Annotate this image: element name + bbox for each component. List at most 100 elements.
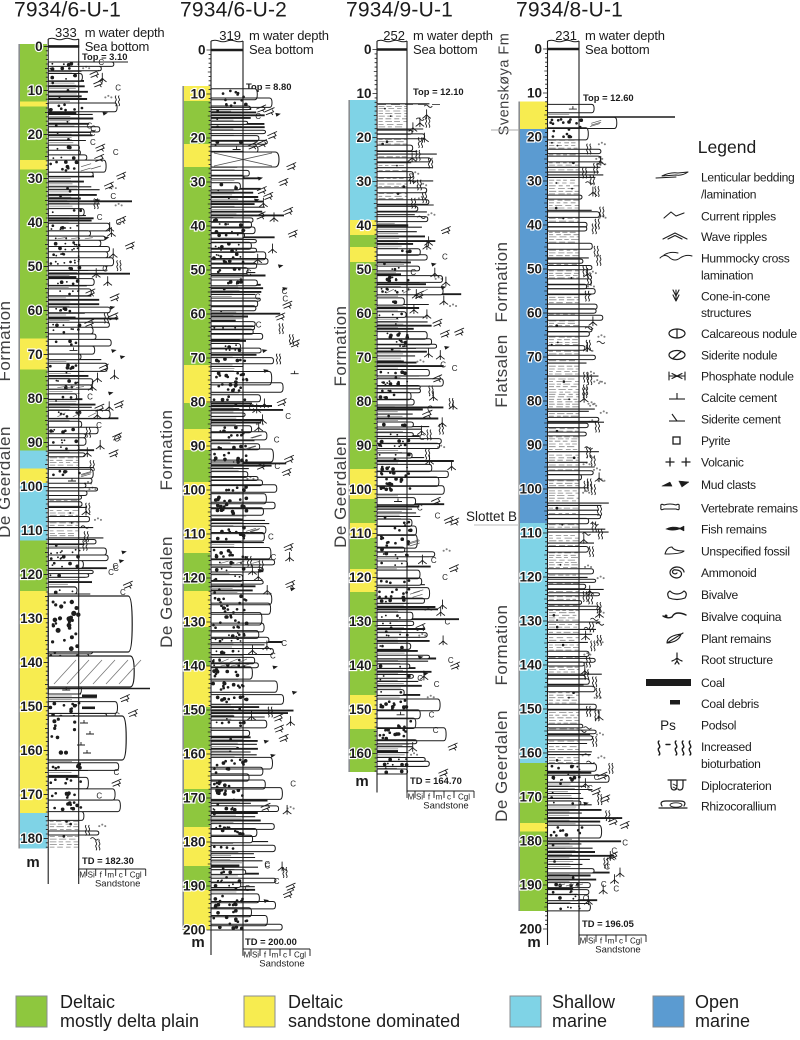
svg-text:70: 70 (527, 350, 542, 365)
svg-text:C: C (587, 784, 593, 793)
svg-text:C: C (96, 792, 102, 801)
svg-text:10: 10 (527, 86, 542, 101)
svg-text:Coal debris: Coal debris (701, 697, 759, 711)
svg-text:m: m (272, 951, 279, 960)
svg-text:C: C (265, 862, 271, 871)
svg-text:Sandstone: Sandstone (95, 879, 140, 890)
svg-text:M: M (580, 937, 587, 946)
svg-text:C: C (440, 360, 446, 369)
svg-text:50: 50 (356, 262, 371, 277)
svg-text:C: C (434, 680, 440, 689)
svg-text:Cgl: Cgl (294, 951, 306, 960)
svg-text:90: 90 (527, 438, 542, 453)
svg-text:C: C (419, 433, 425, 442)
svg-text:Root structure: Root structure (701, 653, 773, 667)
svg-text:Cgl: Cgl (458, 793, 470, 802)
svg-text:90: 90 (190, 439, 205, 454)
svg-text:C: C (417, 674, 423, 683)
svg-text:C: C (113, 148, 119, 157)
svg-text:40: 40 (527, 218, 542, 233)
svg-text:319: 319 (219, 28, 241, 43)
svg-text:Formation: Formation (331, 305, 350, 386)
svg-text:Cgl: Cgl (130, 871, 142, 880)
svg-text:C: C (290, 780, 296, 789)
svg-text:m water depth: m water depth (85, 25, 165, 40)
svg-text:0: 0 (35, 39, 43, 54)
svg-text:Deltaic: Deltaic (60, 992, 115, 1012)
svg-text:50: 50 (28, 259, 43, 274)
svg-text:bioturbation: bioturbation (701, 757, 761, 771)
svg-text:C: C (90, 124, 96, 133)
svg-text:Svenskøya Fm: Svenskøya Fm (497, 33, 513, 136)
svg-text:70: 70 (28, 347, 43, 362)
svg-text:C: C (281, 639, 287, 648)
svg-text:c: c (619, 937, 623, 946)
svg-text:C: C (98, 58, 104, 67)
svg-text:C: C (96, 421, 102, 430)
svg-text:C: C (113, 564, 119, 573)
svg-text:C: C (268, 532, 274, 541)
svg-text:Lenticular bedding: Lenticular bedding (701, 171, 794, 185)
svg-text:150: 150 (20, 699, 43, 714)
svg-text:Open: Open (695, 992, 739, 1012)
svg-text:80: 80 (190, 395, 205, 410)
svg-text:Vertebrate remains: Vertebrate remains (701, 502, 798, 516)
svg-text:20: 20 (28, 127, 43, 142)
svg-text:7934/6-U-1: 7934/6-U-1 (14, 0, 121, 22)
svg-text:m: m (107, 871, 114, 880)
svg-text:lamination: lamination (701, 269, 753, 283)
svg-text:Bivalve coquina: Bivalve coquina (701, 610, 782, 624)
svg-text:7934/8-U-1: 7934/8-U-1 (516, 0, 623, 22)
svg-text:130: 130 (519, 614, 542, 629)
svg-text:Formation: Formation (492, 604, 511, 685)
svg-text:Coal: Coal (701, 676, 725, 690)
svg-text:m: m (26, 854, 39, 871)
svg-text:Slottet B: Slottet B (466, 509, 517, 524)
svg-text:30: 30 (28, 171, 43, 186)
svg-text:150: 150 (519, 702, 542, 717)
svg-text:110: 110 (184, 527, 206, 542)
svg-text:200: 200 (183, 923, 206, 938)
svg-text:Formation: Formation (492, 241, 511, 322)
svg-text:Top = 3.10: Top = 3.10 (82, 51, 127, 62)
svg-text:120: 120 (183, 571, 206, 586)
svg-text:7934/6-U-2: 7934/6-U-2 (180, 0, 287, 22)
svg-text:130: 130 (20, 611, 43, 626)
svg-text:0: 0 (534, 42, 542, 57)
svg-text:110: 110 (350, 526, 372, 541)
svg-text:C: C (246, 269, 252, 278)
svg-text:Rhizocorallium: Rhizocorallium (701, 800, 776, 814)
svg-text:40: 40 (356, 218, 371, 233)
svg-text:Sea bottom: Sea bottom (249, 42, 314, 57)
svg-text:marine: marine (552, 1011, 607, 1031)
svg-text:50: 50 (527, 262, 542, 277)
svg-text:Podsol: Podsol (701, 719, 736, 733)
svg-text:30: 30 (527, 174, 542, 189)
svg-text:70: 70 (356, 350, 371, 365)
svg-text:M: M (408, 793, 415, 802)
svg-text:60: 60 (28, 303, 43, 318)
svg-text:Sea bottom: Sea bottom (85, 39, 150, 54)
svg-text:Deltaic: Deltaic (288, 992, 343, 1012)
svg-text:40: 40 (28, 215, 43, 230)
svg-text:C: C (255, 292, 261, 301)
svg-text:C: C (245, 884, 251, 893)
svg-text:C: C (611, 847, 617, 856)
svg-text:Flatsalen: Flatsalen (492, 334, 511, 407)
svg-text:Cgl: Cgl (630, 937, 642, 946)
svg-text:100: 100 (519, 482, 542, 497)
svg-text:m: m (527, 934, 540, 951)
svg-text:Calcareous nodule: Calcareous nodule (701, 327, 797, 341)
svg-text:C: C (427, 404, 433, 413)
svg-text:80: 80 (28, 391, 43, 406)
svg-text:C: C (249, 403, 255, 412)
svg-text:Siderite cement: Siderite cement (701, 413, 781, 427)
svg-text:m water depth: m water depth (585, 28, 665, 43)
svg-text:C: C (102, 265, 108, 274)
svg-text:Mud clasts: Mud clasts (701, 478, 756, 492)
svg-text:Fish remains: Fish remains (701, 523, 767, 537)
svg-text:m water depth: m water depth (413, 28, 493, 43)
svg-text:Sea bottom: Sea bottom (585, 42, 650, 57)
svg-text:C: C (282, 294, 288, 303)
svg-text:Calcite cement: Calcite cement (701, 391, 778, 405)
